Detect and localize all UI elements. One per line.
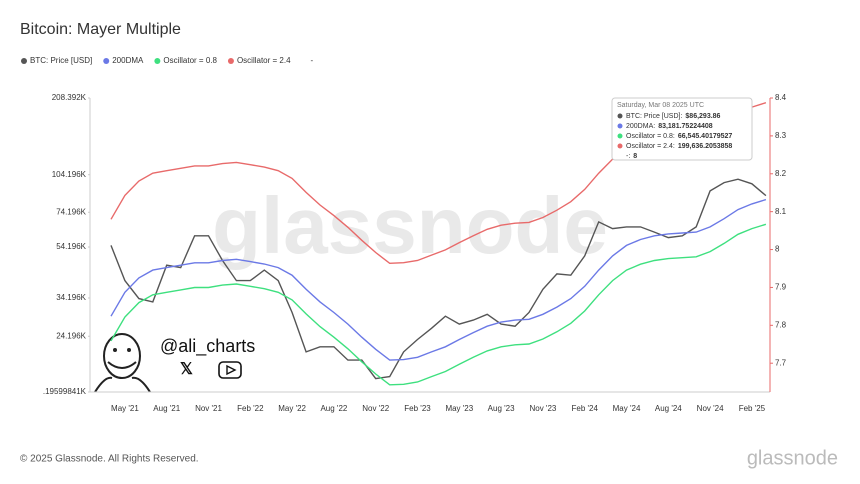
- tooltip-label: 200DMA:: [626, 123, 655, 130]
- tooltip-marker: [617, 143, 623, 149]
- x-tick-label: Nov '23: [529, 404, 556, 413]
- legend-marker: [21, 58, 27, 64]
- tooltip-marker: [617, 123, 623, 129]
- legend-label: Oscillator = 2.4: [237, 56, 291, 65]
- y-tick-label: 54.196K: [56, 242, 86, 251]
- x-tick-label: May '21: [111, 404, 139, 413]
- y-tick-label: 74.196K: [56, 207, 86, 216]
- y2-tick-label: 7.9: [775, 283, 787, 292]
- series-line: [110, 223, 767, 386]
- y-tick-label: 104.196K: [52, 170, 87, 179]
- tooltip-marker: [617, 133, 623, 139]
- x-tick-label: Feb '22: [237, 404, 264, 413]
- x-tick-label: Nov '22: [362, 404, 389, 413]
- x-tick-label: Aug '23: [488, 404, 515, 413]
- y2-tick-label: 7.7: [775, 358, 787, 367]
- x-tick-label: Feb '23: [404, 404, 431, 413]
- legend-label: Oscillator = 0.8: [163, 56, 217, 65]
- legend-marker: [227, 58, 234, 64]
- x-tick-label: Feb '25: [739, 404, 766, 413]
- handle: @ali_charts: [160, 336, 255, 357]
- x-tick-label: May '24: [613, 404, 641, 413]
- y-tick-label: 24.196K: [56, 331, 86, 340]
- tooltip-marker: [617, 113, 623, 119]
- footer: © 2025 Glassnode. All Rights Reserved.: [20, 454, 199, 465]
- tooltip-box: [611, 97, 753, 161]
- y2-tick-label: 8.4: [775, 93, 787, 102]
- youtube-icon: [218, 361, 242, 379]
- tooltip-value: 66,545.40179527: [678, 133, 733, 140]
- series-line: [110, 198, 767, 361]
- y2-tick-label: 8.1: [775, 207, 787, 216]
- logo: glassnode: [747, 447, 838, 469]
- y-tick-label: .19599841K: [43, 387, 87, 396]
- tooltip-label: Oscillator = 0.8:: [626, 133, 675, 140]
- tooltip-value: 199,636.2053858: [678, 143, 733, 150]
- tooltip-value: 8: [633, 153, 637, 160]
- watermark: glassnode: [212, 181, 608, 270]
- y2-tick-label: 8.2: [775, 169, 787, 178]
- tooltip: Saturday, Mar 08 2025 UTC BTC: Price [USD…: [611, 97, 753, 161]
- legend-marker: [103, 58, 110, 64]
- y2-tick-label: 8.3: [775, 131, 787, 140]
- legend-marker: [154, 58, 161, 64]
- x-tick-label: Feb '24: [572, 404, 599, 413]
- y-tick-label: 34.196K: [56, 293, 86, 302]
- legend-label: -: [311, 56, 314, 65]
- tooltip-label: -:: [626, 153, 630, 160]
- x-icon: 𝕏: [180, 361, 193, 378]
- avatar: [90, 330, 151, 393]
- x-tick-label: Aug '22: [320, 404, 347, 413]
- tooltip-date: Saturday, Mar 08 2025 UTC: [617, 102, 704, 109]
- tooltip-value: $86,293.86: [685, 113, 720, 120]
- tooltip-label: Oscillator = 2.4:: [626, 143, 675, 150]
- legend-label: BTC: Price [USD]: [30, 56, 92, 65]
- y2-tick-label: 8: [775, 245, 780, 254]
- chart-title: Bitcoin: Mayer Multiple: [20, 21, 181, 38]
- x-tick-label: May '22: [278, 404, 306, 413]
- y-tick-label: 208.392K: [52, 93, 87, 102]
- legend-label: 200DMA: [112, 56, 144, 65]
- tooltip-label: BTC: Price [USD]:: [626, 113, 682, 120]
- x-tick-label: Nov '24: [697, 404, 724, 413]
- x-tick-label: Aug '21: [153, 404, 180, 413]
- youtube-play: [226, 364, 237, 376]
- series-line: [110, 178, 767, 380]
- tooltip-value: 83,181.75224408: [658, 123, 713, 130]
- x-tick-label: May '23: [445, 404, 473, 413]
- y2-tick-label: 7.8: [775, 320, 787, 329]
- x-tick-label: Aug '24: [655, 404, 682, 413]
- x-tick-label: Nov '21: [195, 404, 222, 413]
